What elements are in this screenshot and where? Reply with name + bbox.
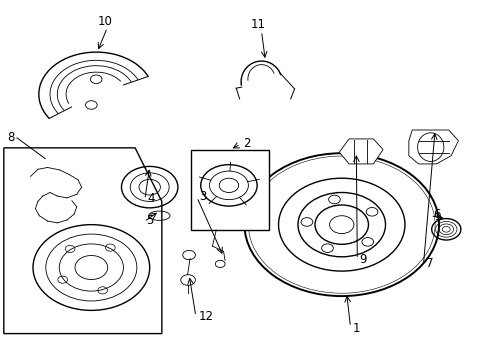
Text: 7: 7	[425, 257, 432, 270]
Text: 8: 8	[7, 131, 15, 144]
Text: 9: 9	[359, 253, 366, 266]
Polygon shape	[339, 139, 382, 164]
Polygon shape	[4, 148, 162, 334]
Text: 4: 4	[147, 192, 154, 205]
Text: 2: 2	[243, 137, 250, 150]
Text: 10: 10	[98, 14, 112, 27]
Text: 11: 11	[250, 18, 265, 31]
Text: 12: 12	[198, 310, 213, 323]
Text: 6: 6	[432, 208, 439, 221]
Polygon shape	[408, 130, 458, 164]
Bar	[191, 150, 268, 230]
Text: 5: 5	[146, 214, 153, 227]
Text: 1: 1	[352, 322, 360, 335]
Text: 3: 3	[199, 190, 206, 203]
